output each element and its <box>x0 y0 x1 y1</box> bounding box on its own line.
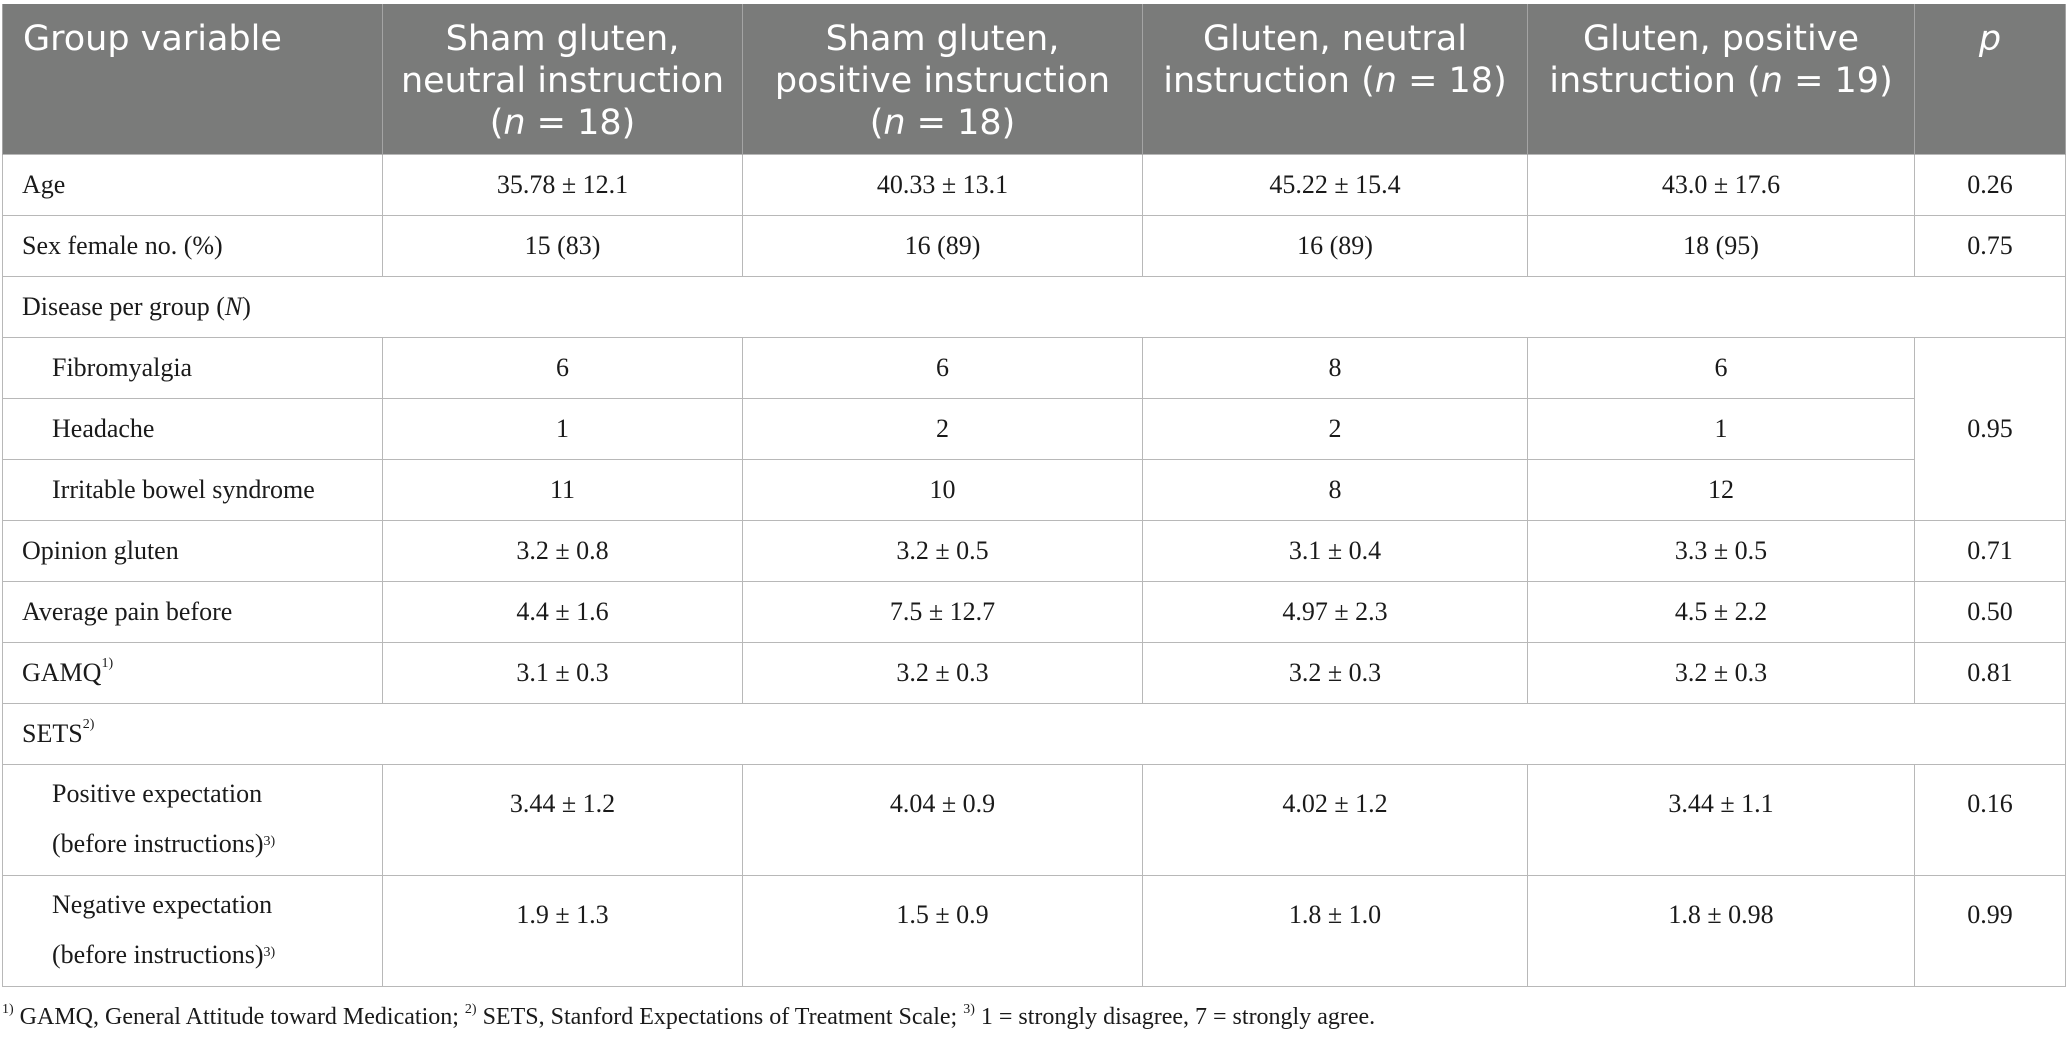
cell: 10 <box>742 459 1143 521</box>
cell: 4.97 ± 2.3 <box>1142 581 1528 643</box>
cell-p: 0.26 <box>1914 154 2066 216</box>
row-label: Age <box>2 154 383 216</box>
cell: 1.8 ± 1.0 <box>1142 875 1528 987</box>
section-label: Disease per group (N) <box>2 276 2066 338</box>
row-label: GAMQ1) <box>2 642 383 704</box>
cell: 4.02 ± 1.2 <box>1142 764 1528 876</box>
cell: 12 <box>1527 459 1915 521</box>
cell: 16 (89) <box>742 215 1143 277</box>
data-table: Group variable Sham gluten, positive ins… <box>2 4 2066 987</box>
cell: 11 <box>382 459 743 521</box>
cell-p: 0.81 <box>1914 642 2066 704</box>
cell: 3.2 ± 0.3 <box>742 642 1143 704</box>
row-label: Positive expectation (before instructions… <box>2 764 383 876</box>
cell: 3.2 ± 0.3 <box>1142 642 1528 704</box>
table-row: GAMQ1) 3.1 ± 0.3 3.2 ± 0.3 3.2 ± 0.3 3.2… <box>2 642 2066 704</box>
cell: 1 <box>382 398 743 460</box>
cell-p: 0.75 <box>1914 215 2066 277</box>
header-p: p <box>1914 4 2066 155</box>
cell-p: 0.71 <box>1914 520 2066 582</box>
row-label: Fibromyalgia <box>2 337 383 399</box>
cell: 6 <box>742 337 1143 399</box>
table-row: Headache 1 2 2 1 <box>2 398 2066 460</box>
cell: 35.78 ± 12.1 <box>382 154 743 216</box>
cell: 3.3 ± 0.5 <box>1527 520 1915 582</box>
cell: 1.5 ± 0.9 <box>742 875 1143 987</box>
table-container: Group variable Sham gluten, positive ins… <box>2 4 2066 987</box>
header-row: Group variable Sham gluten, positive ins… <box>2 4 2066 155</box>
section-row: SETS2) <box>2 703 2066 765</box>
cell: 3.1 ± 0.4 <box>1142 520 1528 582</box>
cell: 7.5 ± 12.7 <box>742 581 1143 643</box>
table-row: Average pain before 4.4 ± 1.6 7.5 ± 12.7… <box>2 581 2066 643</box>
cell: 1.8 ± 0.98 <box>1527 875 1915 987</box>
cell: 4.04 ± 0.9 <box>742 764 1143 876</box>
cell: 3.2 ± 0.3 <box>1527 642 1915 704</box>
cell-p: 0.99 <box>1914 875 2066 987</box>
header-gluten-neutral: Gluten, neutral instruction (n = 18) <box>1142 4 1528 155</box>
cell: 6 <box>382 337 743 399</box>
cell: 4.5 ± 2.2 <box>1527 581 1915 643</box>
table-row: Age 35.78 ± 12.1 40.33 ± 13.1 45.22 ± 15… <box>2 154 2066 216</box>
cell: 43.0 ± 17.6 <box>1527 154 1915 216</box>
cell: 3.1 ± 0.3 <box>382 642 743 704</box>
row-label: Average pain before <box>2 581 383 643</box>
cell: 40.33 ± 13.1 <box>742 154 1143 216</box>
header-sham-positive: Sham gluten, positive instruction (n = 1… <box>742 4 1143 155</box>
cell: 3.2 ± 0.8 <box>382 520 743 582</box>
cell: 2 <box>742 398 1143 460</box>
cell: 1.9 ± 1.3 <box>382 875 743 987</box>
row-label: Headache <box>2 398 383 460</box>
table-row: Fibromyalgia 6 6 8 6 0.95 <box>2 337 2066 521</box>
cell: 3.44 ± 1.1 <box>1527 764 1915 876</box>
table-row: Negative expectation (before instructions… <box>2 875 2066 987</box>
section-row: Disease per group (N) <box>2 276 2066 338</box>
table-footnote: 1) GAMQ, General Attitude toward Medicat… <box>2 1002 1376 1030</box>
cell: 1 <box>1527 398 1915 460</box>
table-row: Sex female no. (%) 15 (83) 16 (89) 16 (8… <box>2 215 2066 277</box>
header-sham-neutral: Sham gluten, positive instruction neutra… <box>382 4 743 155</box>
table-row: Positive expectation (before instructions… <box>2 764 2066 876</box>
cell: 8 <box>1142 337 1528 399</box>
row-label: Negative expectation (before instructions… <box>2 875 383 987</box>
header-gluten-positive: Gluten, positive instruction (n = 19) <box>1527 4 1915 155</box>
cell: 6 <box>1527 337 1915 399</box>
cell: 16 (89) <box>1142 215 1528 277</box>
cell-p: 0.16 <box>1914 764 2066 876</box>
row-label: Opinion gluten <box>2 520 383 582</box>
cell: 15 (83) <box>382 215 743 277</box>
row-label: Irritable bowel syndrome <box>2 459 383 521</box>
table-row: Opinion gluten 3.2 ± 0.8 3.2 ± 0.5 3.1 ±… <box>2 520 2066 582</box>
cell: 3.44 ± 1.2 <box>382 764 743 876</box>
header-group-variable: Group variable <box>2 4 383 155</box>
table-row: Irritable bowel syndrome 11 10 8 12 <box>2 459 2066 521</box>
cell-p: 0.95 <box>1914 337 2066 521</box>
row-label: Sex female no. (%) <box>2 215 383 277</box>
cell: 3.2 ± 0.5 <box>742 520 1143 582</box>
cell: 2 <box>1142 398 1528 460</box>
cell: 8 <box>1142 459 1528 521</box>
cell: 45.22 ± 15.4 <box>1142 154 1528 216</box>
cell-p: 0.50 <box>1914 581 2066 643</box>
cell: 18 (95) <box>1527 215 1915 277</box>
cell: 4.4 ± 1.6 <box>382 581 743 643</box>
section-label: SETS2) <box>2 703 2066 765</box>
